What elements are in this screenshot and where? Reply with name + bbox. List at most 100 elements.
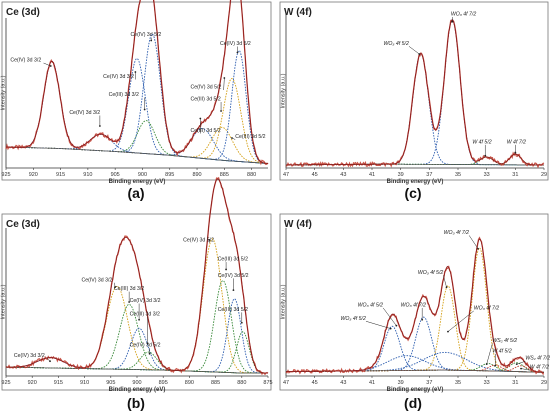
x-tick-label: 880 bbox=[237, 380, 246, 386]
annotation-arrowhead bbox=[395, 324, 398, 327]
x-tick-label: 31 bbox=[512, 172, 518, 178]
x-tick-label: 43 bbox=[340, 380, 346, 386]
peak-annotation: W 4f 5/2 bbox=[492, 348, 511, 354]
annotation-arrow bbox=[516, 360, 526, 365]
y-axis-label: Intensity (a.u.) bbox=[1, 284, 7, 319]
panel-title: Ce (3d) bbox=[6, 219, 40, 230]
x-tick-label: 890 bbox=[192, 172, 201, 178]
x-tick-label: 915 bbox=[54, 380, 63, 386]
x-tick-label: 47 bbox=[283, 172, 289, 178]
annotation-arrowhead bbox=[515, 363, 518, 366]
peak-annotation: Ce(IV) 3d 5/2 bbox=[130, 32, 161, 38]
peak-annotation: Ce(III) 3d 5/2 bbox=[235, 134, 265, 140]
x-tick-label: 41 bbox=[369, 172, 375, 178]
x-tick-label: 880 bbox=[247, 172, 256, 178]
annotation-arrowhead bbox=[49, 360, 51, 363]
peak-annotation: Ce(III) 3d 3/2 bbox=[130, 311, 160, 317]
component-peak bbox=[286, 52, 544, 166]
component-peak bbox=[6, 127, 269, 164]
annotation-arrowhead bbox=[389, 327, 392, 330]
panel-caption: (c) bbox=[404, 185, 421, 201]
annotation-arrowhead bbox=[484, 154, 487, 157]
peak-annotation: WS₂ 4f 7/2 bbox=[525, 356, 550, 362]
peak-annotation: Ce(III) 3d 3/2 bbox=[109, 92, 139, 98]
annotation-arrow bbox=[365, 321, 391, 329]
peak-annotation: W 4f 7/2 bbox=[507, 139, 526, 145]
annotation-arrowhead bbox=[199, 117, 202, 120]
peak-annotation: Ce(III) 3d 5/2 bbox=[218, 307, 248, 313]
panel-a: Ce (3d) Intensity (a.u.) 925 920 915 910 905 90… bbox=[1, 0, 272, 201]
x-tick-label: 925 bbox=[1, 380, 10, 386]
component-peak bbox=[6, 327, 268, 374]
peak-annotation: Ce(IV) 3d 5/2 bbox=[220, 41, 251, 47]
fit-envelope bbox=[286, 19, 544, 166]
background-line bbox=[6, 366, 268, 374]
annotation-arrowhead bbox=[418, 53, 421, 55]
x-tick-label: 890 bbox=[185, 380, 194, 386]
annotation-arrow bbox=[521, 368, 530, 371]
annotation-arrowhead bbox=[114, 286, 116, 289]
peak-annotation: Ce(IV) 3d 5/2 bbox=[130, 342, 161, 348]
component-peak bbox=[6, 351, 268, 374]
annotation-arrowhead bbox=[231, 137, 233, 139]
peak-annotation: WO₃ 4f 5/2 bbox=[340, 316, 366, 322]
x-axis-label: Binding energy (eV) bbox=[109, 387, 166, 393]
panel-caption: (a) bbox=[127, 185, 144, 201]
x-tick-label: 45 bbox=[312, 172, 318, 178]
x-tick-label: 37 bbox=[426, 172, 432, 178]
x-tick-label: 920 bbox=[29, 172, 38, 178]
x-tick-label: 45 bbox=[312, 380, 318, 386]
component-peak bbox=[6, 33, 269, 164]
x-tick-label: 925 bbox=[1, 172, 10, 178]
fit-envelope bbox=[6, 0, 269, 164]
annotation-arrowhead bbox=[445, 286, 448, 289]
peak-annotation: Ce(III) 3d 5/2 bbox=[218, 257, 248, 263]
annotation-arrowhead bbox=[451, 20, 454, 23]
peak-annotation: Ce(IV) 3d 3/2 bbox=[130, 298, 161, 304]
x-tick-label: 35 bbox=[455, 380, 461, 386]
peak-annotation: Ce(III) 3d 3/2 bbox=[114, 286, 144, 292]
peak-annotation: WO₃ 4f 5/2 bbox=[418, 270, 444, 276]
annotation-arrowhead bbox=[477, 247, 479, 250]
annotation-arrowhead bbox=[49, 65, 52, 67]
peak-annotation: Ce(IV) 3d 3/2 bbox=[10, 58, 41, 64]
x-tick-label: 39 bbox=[398, 172, 404, 178]
x-tick-label: 41 bbox=[369, 380, 375, 386]
x-tick-label: 910 bbox=[83, 172, 92, 178]
x-tick-label: 895 bbox=[159, 380, 168, 386]
x-tick-label: 905 bbox=[111, 172, 120, 178]
measured-spectrum bbox=[5, 0, 269, 166]
peak-annotation: WO₃ 4f 5/2 bbox=[383, 41, 409, 47]
x-tick-label: 35 bbox=[455, 172, 461, 178]
fit-envelope bbox=[6, 178, 268, 374]
annotation-arrowhead bbox=[146, 342, 149, 345]
annotation-arrowhead bbox=[421, 318, 424, 321]
annotation-arrowhead bbox=[134, 71, 137, 73]
component-peak bbox=[286, 285, 544, 373]
fit-envelope bbox=[286, 238, 545, 373]
annotation-arrowhead bbox=[232, 289, 235, 292]
x-tick-label: 31 bbox=[512, 380, 518, 386]
panel-frame bbox=[279, 213, 549, 391]
annotation-arrowhead bbox=[143, 108, 146, 111]
panel-frame bbox=[1, 213, 272, 391]
component-peak bbox=[6, 50, 269, 164]
peak-annotation: Ce(IV) 3d 3/2 bbox=[14, 353, 45, 359]
x-tick-label: 900 bbox=[132, 380, 141, 386]
peak-annotation: W 4f 7/2 bbox=[530, 365, 549, 371]
annotation-arrow bbox=[486, 343, 493, 365]
y-axis-label: Intensity (a.u.) bbox=[281, 284, 287, 319]
annotation-arrow bbox=[468, 235, 479, 249]
panel-title: W (4f) bbox=[284, 219, 312, 230]
x-tick-label: 910 bbox=[80, 380, 89, 386]
component-peak bbox=[6, 331, 268, 374]
component-peak bbox=[286, 19, 544, 166]
peak-annotation: WO₃ 4f 7/2 bbox=[401, 302, 427, 308]
annotation-arrow bbox=[408, 46, 420, 55]
annotation-arrow bbox=[223, 77, 225, 91]
panel-caption: (b) bbox=[127, 395, 145, 411]
annotation-arrow bbox=[447, 310, 474, 332]
x-tick-label: 875 bbox=[263, 380, 272, 386]
x-tick-label: 43 bbox=[340, 172, 346, 178]
